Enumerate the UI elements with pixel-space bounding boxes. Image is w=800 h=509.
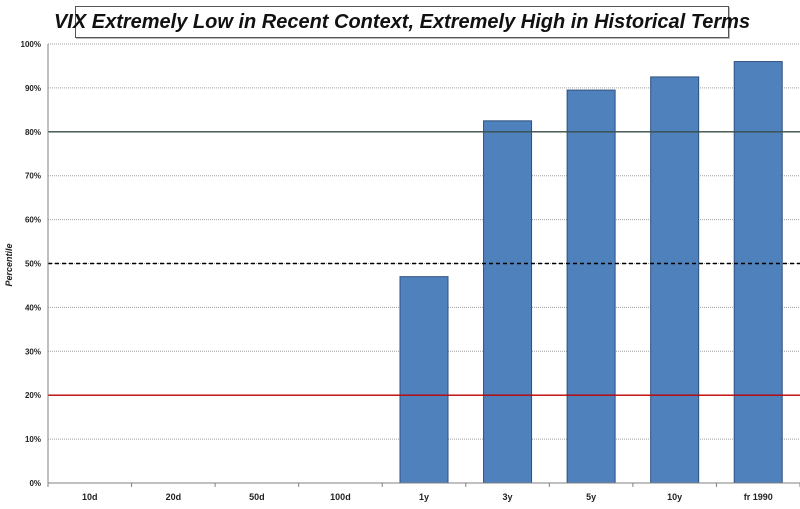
bar (399, 276, 449, 484)
bar (483, 120, 533, 484)
y-axis-title: Percentile (4, 243, 14, 286)
y-tick-label: 100% (21, 40, 41, 49)
x-tick-label: 5y (586, 492, 596, 502)
y-tick-label: 40% (25, 303, 41, 312)
chart-title: VIX Extremely Low in Recent Context, Ext… (53, 10, 751, 33)
x-tick-label: 50d (249, 492, 265, 502)
bar-layer (399, 61, 783, 484)
y-tick-label: 10% (25, 435, 41, 444)
chart-title-box: VIX Extremely Low in Recent Context, Ext… (54, 6, 750, 38)
y-tick-label: 50% (25, 260, 41, 269)
axis-layer: 0% 10% 20% 30% 40% 50% 60% 70% 80% 90% 100% 10d 20d 5… (21, 40, 800, 502)
bar (733, 61, 783, 484)
y-tick-label: 60% (25, 216, 41, 225)
y-tick-label: 30% (25, 347, 41, 356)
reference-lines (48, 131, 800, 396)
x-tick-label: 10y (667, 492, 682, 502)
y-tick-label: 70% (25, 172, 41, 181)
bar (566, 89, 616, 484)
y-tick-label: 80% (25, 128, 41, 137)
x-tick-label: 10d (82, 492, 98, 502)
y-tick-label: 20% (25, 391, 41, 400)
bar (650, 76, 700, 484)
y-tick-label: 0% (29, 479, 41, 488)
x-tick-label: 1y (419, 492, 429, 502)
x-tick-label: fr 1990 (744, 492, 773, 502)
x-tick-label: 100d (330, 492, 351, 502)
y-tick-label: 90% (25, 84, 41, 93)
x-tick-label: 20d (166, 492, 182, 502)
x-tick-label: 3y (503, 492, 513, 502)
